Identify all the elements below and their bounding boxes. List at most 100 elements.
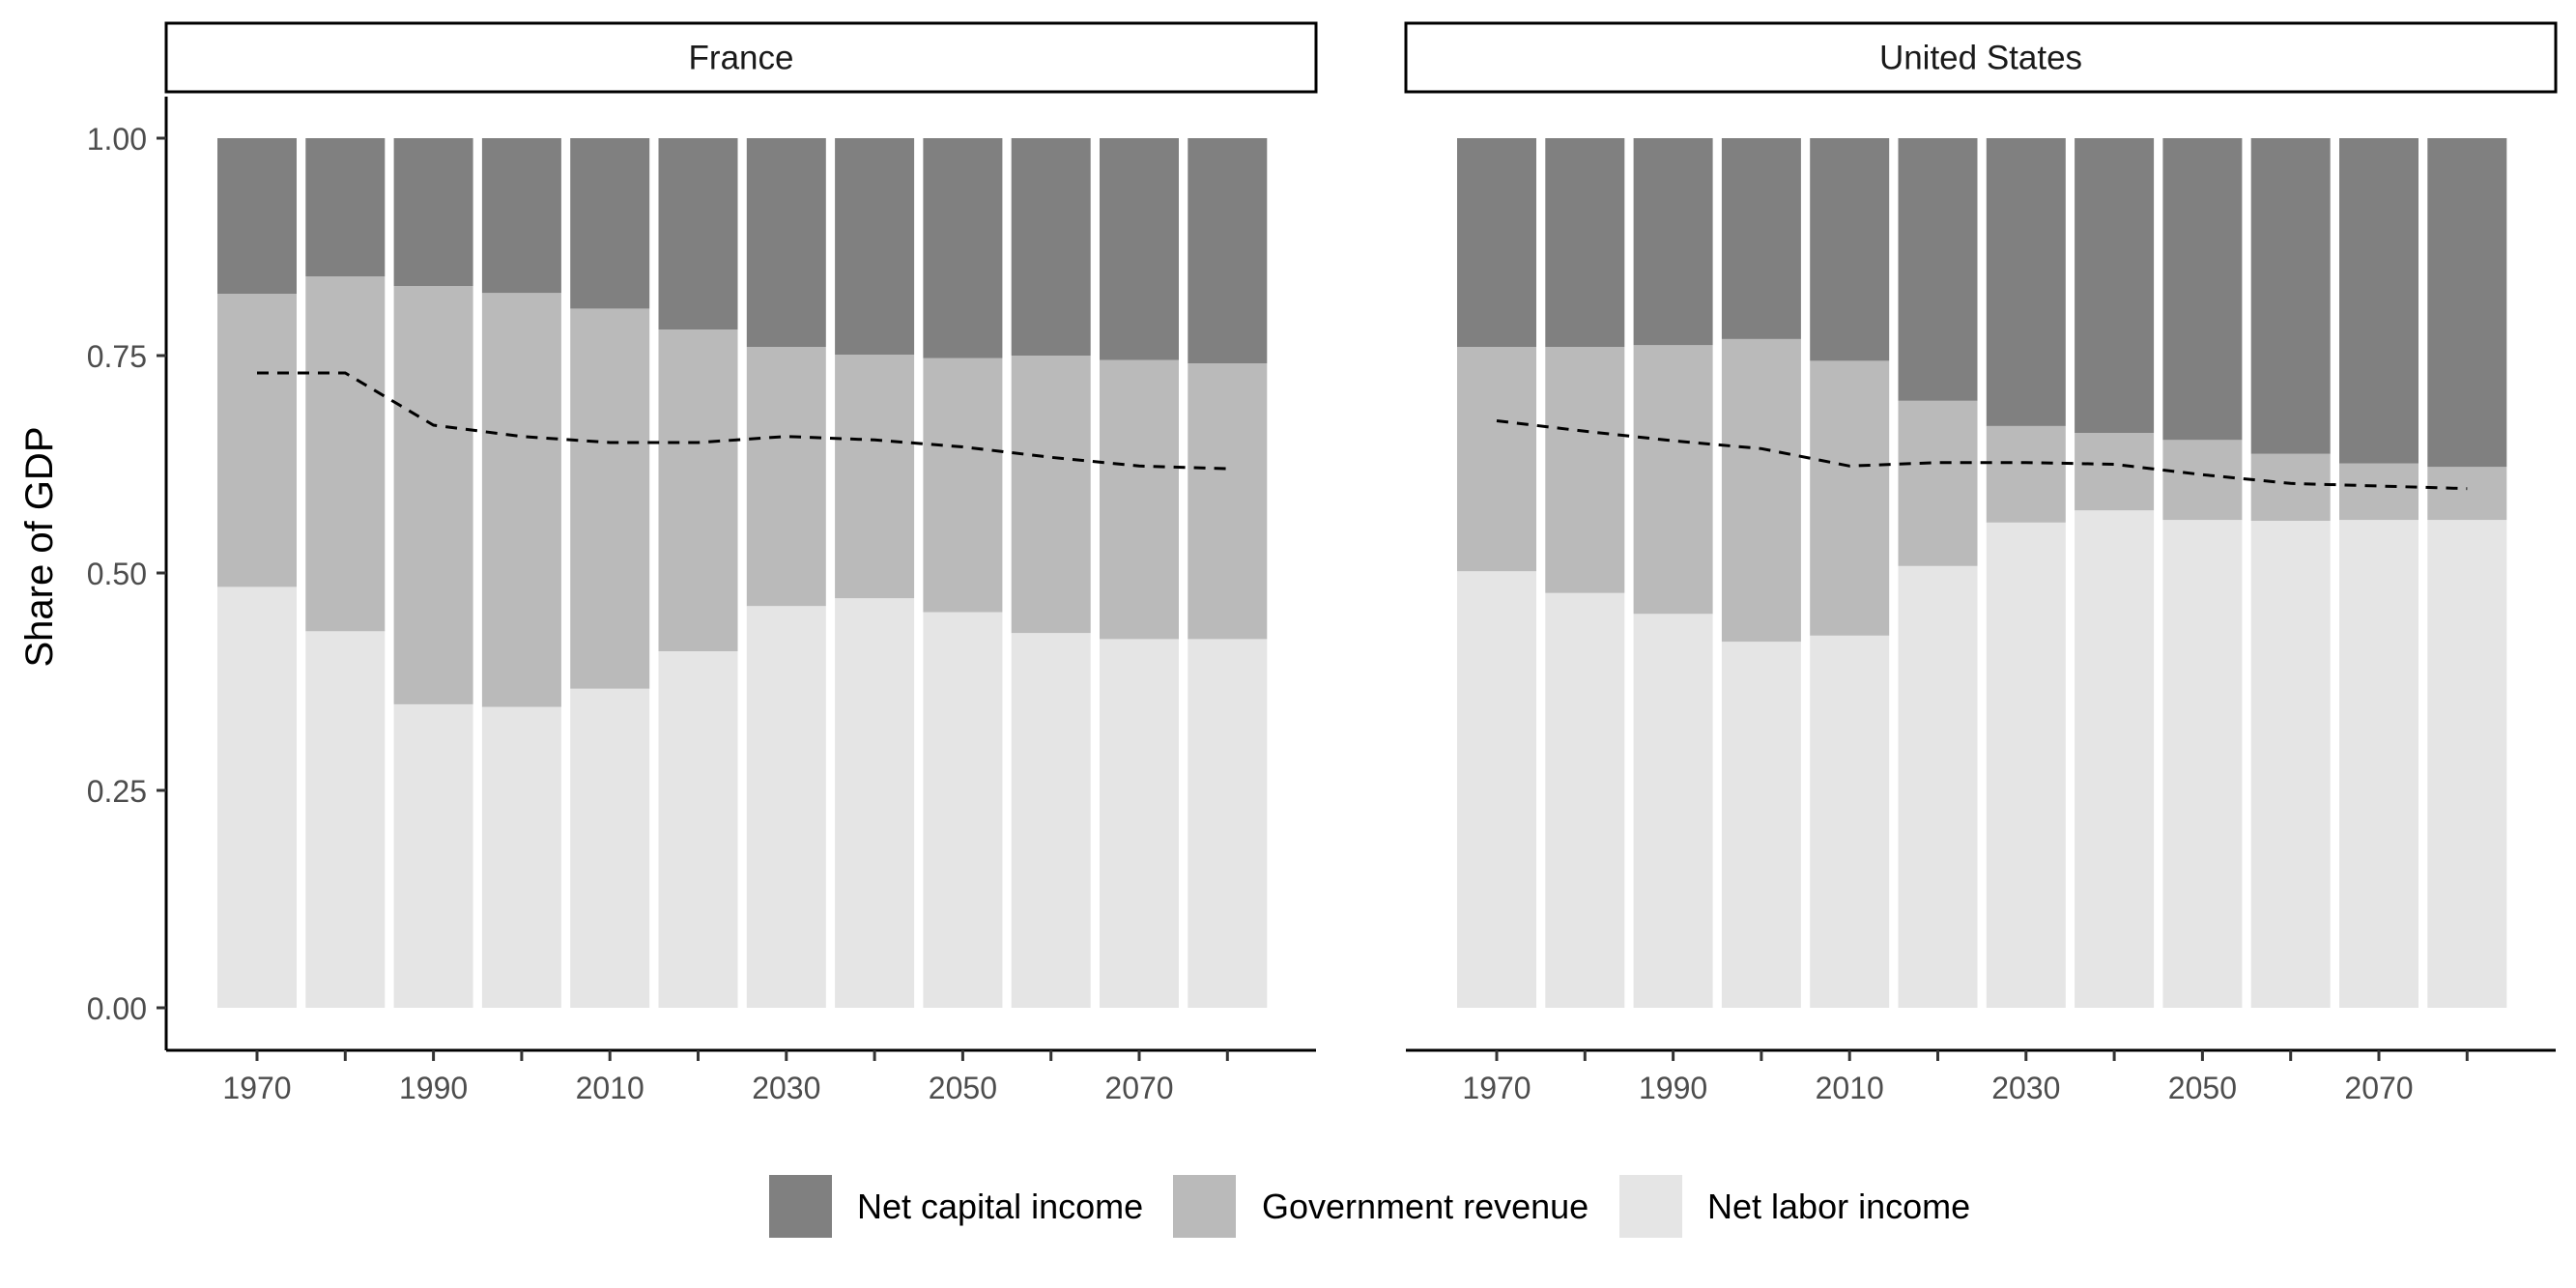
legend-item-net-labor-income: Net labor income [1619,1175,1970,1238]
bar-net-labor-income-2040 [2075,510,2155,1008]
bar-net-labor-income-2030 [1986,522,2066,1008]
bar-net-labor-income-2030 [746,606,826,1008]
x-tick-label: 1990 [399,1071,468,1105]
bar-net-capital-income-2050 [2162,138,2243,441]
bar-government-revenue-2010 [1810,360,1890,636]
bar-net-labor-income-1990 [1633,614,1713,1008]
bar-net-labor-income-2080 [1188,639,1268,1008]
bar-government-revenue-2040 [2075,433,2155,511]
panel-france: France 0.00 0.25 0.50 0.75 1.00 1970 1990 2010 20… [87,21,1318,1105]
bar-net-capital-income-2060 [1011,138,1091,356]
legend-label: Net labor income [1707,1187,1970,1226]
bar-government-revenue-1970 [217,294,297,587]
bar-net-labor-income-1970 [1457,571,1536,1008]
legend: Net capital income Government revenue Net … [769,1175,1970,1238]
bar-net-labor-income-1990 [393,703,473,1008]
bar-net-capital-income-2020 [1898,138,1978,401]
bar-government-revenue-2050 [2162,440,2243,521]
bar-government-revenue-1980 [1545,347,1625,593]
bar-net-capital-income-1970 [1457,138,1536,347]
bar-net-labor-income-2070 [2339,520,2419,1008]
y-tick-label: 1.00 [87,122,147,157]
bar-net-labor-income-2050 [923,612,1003,1008]
bar-government-revenue-2070 [1100,359,1179,640]
bar-net-labor-income-2000 [481,706,561,1008]
x-tick-label: 2070 [1104,1071,1173,1105]
x-tick-label: 2050 [2168,1071,2237,1105]
bar-government-revenue-2040 [835,355,915,599]
bar-government-revenue-2030 [1986,425,2066,523]
bar-government-revenue-2060 [1011,356,1091,634]
bar-government-revenue-2010 [570,308,650,689]
x-tick-label: 2010 [576,1071,644,1105]
y-tick-label: 0.00 [87,991,147,1026]
y-tick-label: 0.50 [87,557,147,591]
bar-net-labor-income-2020 [658,651,738,1008]
bar-net-labor-income-2060 [1011,633,1091,1008]
bar-net-capital-income-2080 [2427,138,2507,468]
bar-net-labor-income-2080 [2427,520,2507,1008]
x-tick-label: 2010 [1816,1071,1884,1105]
x-tick-label: 2070 [2344,1071,2413,1105]
bar-net-capital-income-2050 [923,138,1003,358]
bar-government-revenue-2070 [2339,463,2419,521]
legend-swatch [769,1175,832,1238]
bar-net-capital-income-2070 [1100,138,1179,360]
bar-net-labor-income-1970 [217,587,297,1008]
y-tick-label: 0.25 [87,774,147,809]
bar-government-revenue-2060 [2250,453,2331,521]
bar-net-capital-income-2030 [746,138,826,347]
bar-net-labor-income-2020 [1898,565,1978,1008]
x-tick-label: 1970 [222,1071,291,1105]
bar-net-capital-income-2020 [658,138,738,329]
bar-net-capital-income-2080 [1188,138,1268,364]
legend-item-net-capital-income: Net capital income [769,1175,1143,1238]
legend-swatch [1173,1175,1236,1238]
bar-net-labor-income-2060 [2250,521,2331,1008]
bar-net-capital-income-1980 [305,138,386,277]
bar-net-labor-income-1980 [1545,592,1625,1008]
bar-net-labor-income-2010 [570,688,650,1008]
bar-government-revenue-2020 [1898,400,1978,566]
bar-net-capital-income-2060 [2250,138,2331,454]
x-tick-label: 2030 [752,1071,820,1105]
bar-net-capital-income-2000 [481,138,561,294]
x-tick-label: 2030 [1991,1071,2060,1105]
bar-government-revenue-2080 [1188,363,1268,640]
bar-government-revenue-1990 [393,286,473,704]
bar-net-labor-income-2040 [835,598,915,1008]
legend-label: Net capital income [857,1187,1143,1226]
panel-title: France [689,40,794,77]
bar-net-labor-income-2050 [2162,520,2243,1008]
bar-government-revenue-2050 [923,358,1003,613]
bar-net-labor-income-2070 [1100,639,1179,1008]
bar-net-capital-income-2070 [2339,138,2419,464]
bar-net-capital-income-1980 [1545,138,1625,347]
bar-net-labor-income-1980 [305,631,386,1008]
bar-net-labor-income-2000 [1721,642,1801,1008]
legend-label: Government revenue [1262,1187,1589,1226]
panels: France 0.00 0.25 0.50 0.75 1.00 1970 1990 2010 20… [87,21,2558,1105]
panel-title: United States [1879,40,2082,77]
bar-net-capital-income-1970 [217,138,297,295]
bar-government-revenue-2030 [746,347,826,607]
bar-net-labor-income-2010 [1810,635,1890,1008]
x-tick-label: 1990 [1639,1071,1707,1105]
bar-net-capital-income-2010 [1810,138,1890,361]
panel-strip [1404,21,2558,94]
bar-net-capital-income-1990 [1633,138,1713,346]
dashed-line [257,371,1228,471]
bar-government-revenue-1990 [1633,345,1713,615]
bar-net-capital-income-2040 [835,138,915,356]
bar-government-revenue-2000 [481,293,561,707]
y-axis-label: Share of GDP [18,426,61,667]
bars [217,138,1268,1008]
bar-government-revenue-1970 [1457,347,1536,572]
bar-net-capital-income-1990 [393,138,473,286]
dashed-line [1496,419,2468,491]
bar-net-capital-income-2000 [1721,138,1801,339]
legend-swatch [1619,1175,1682,1238]
bar-net-capital-income-2010 [570,138,650,309]
legend-item-government-revenue: Government revenue [1173,1175,1589,1238]
